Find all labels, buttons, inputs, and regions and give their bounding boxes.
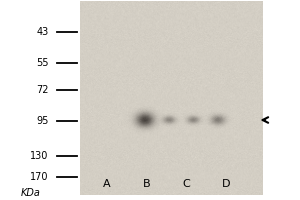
Text: 43: 43 — [36, 27, 49, 37]
Text: KDa: KDa — [21, 188, 40, 198]
Text: A: A — [103, 179, 110, 189]
Text: D: D — [222, 179, 230, 189]
Text: 170: 170 — [30, 172, 49, 182]
Text: 72: 72 — [36, 85, 49, 95]
Text: 130: 130 — [30, 151, 49, 161]
Text: C: C — [182, 179, 190, 189]
Text: B: B — [142, 179, 150, 189]
Text: 55: 55 — [36, 58, 49, 68]
Text: 95: 95 — [36, 116, 49, 126]
